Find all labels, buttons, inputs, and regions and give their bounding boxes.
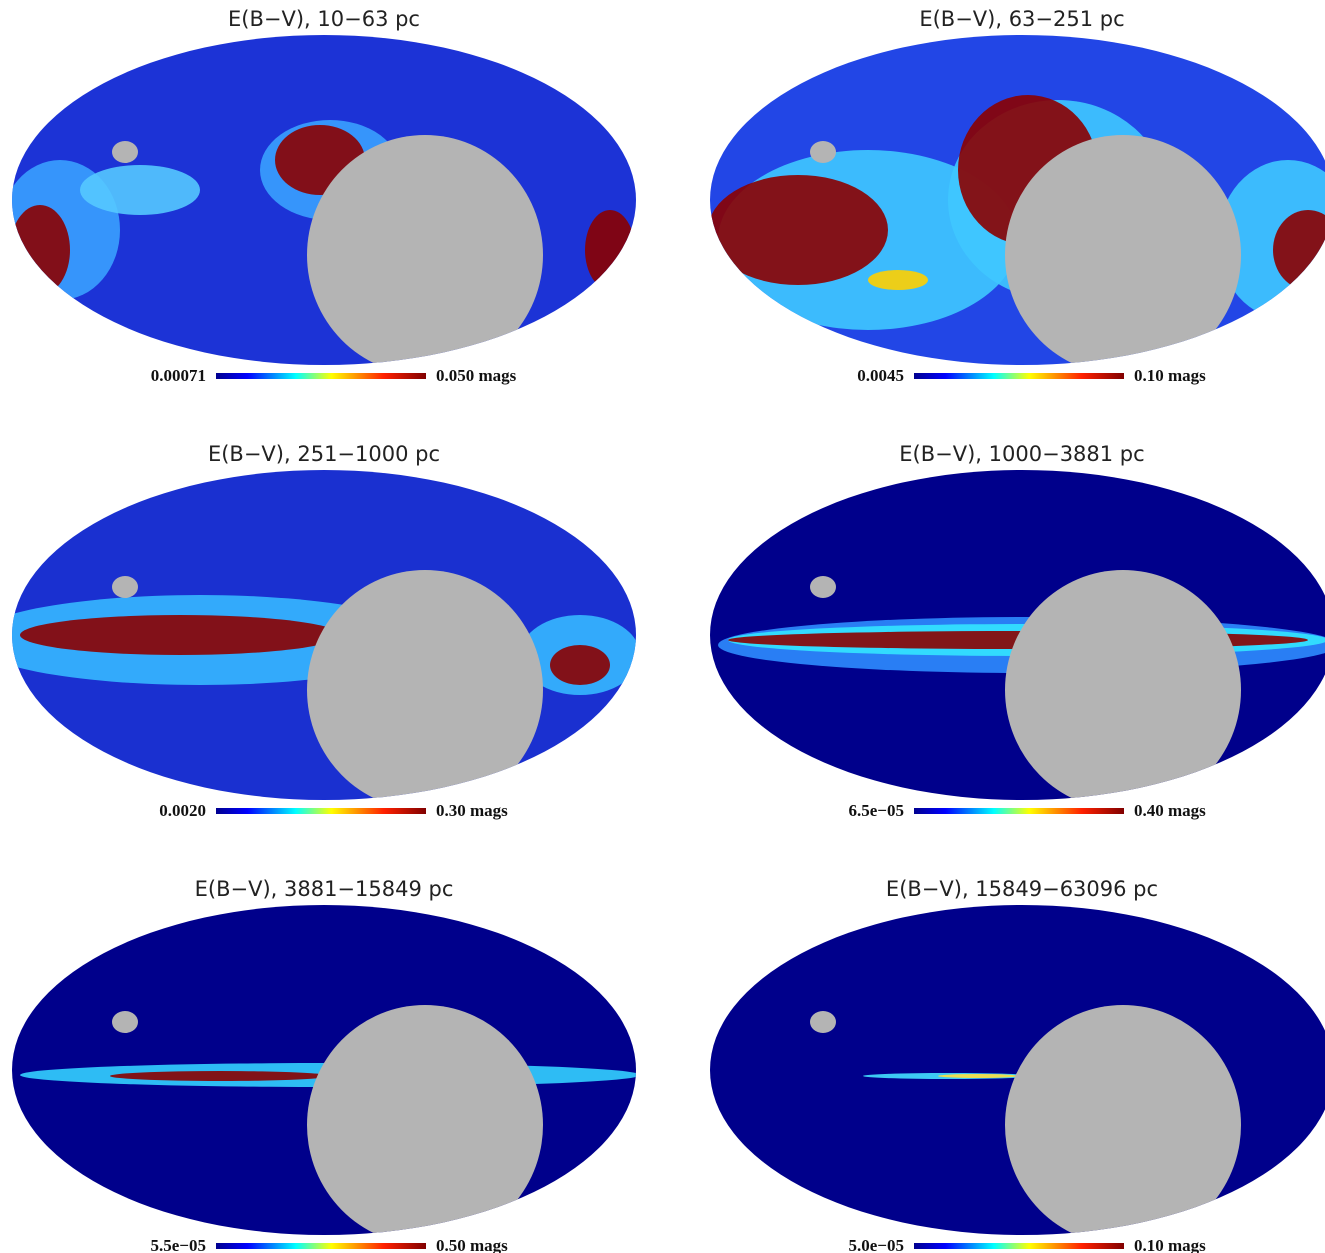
colorbar-max-label: 0.10 mags — [1134, 1236, 1206, 1253]
colorbar — [914, 1243, 1124, 1249]
masked-region — [112, 576, 138, 598]
masked-region — [1005, 1005, 1241, 1245]
map-panel: E(B−V), 63−251 pc 0.0045 0.10 mags — [698, 7, 1325, 385]
sky-background — [698, 900, 1325, 1240]
dust-region — [868, 270, 928, 290]
masked-region — [307, 1005, 543, 1245]
map-panel: E(B−V), 3881−15849 pc 5.5e−05 0.50 mags — [0, 877, 650, 1253]
masked-region — [1005, 135, 1241, 375]
colorbar — [216, 373, 426, 379]
colorbar-max-label: 0.40 mags — [1134, 801, 1206, 820]
colorbar-max-label: 0.30 mags — [436, 801, 508, 820]
colorbar — [216, 1243, 426, 1249]
colorbar-min-label: 6.5e−05 — [849, 801, 904, 820]
masked-region — [307, 135, 543, 375]
map-title: E(B−V), 15849−63096 pc — [886, 877, 1158, 901]
masked-region — [1005, 570, 1241, 810]
colorbar — [914, 808, 1124, 814]
dust-region — [938, 1074, 1018, 1078]
colorbar-min-label: 5.5e−05 — [151, 1236, 206, 1253]
map-title: E(B−V), 3881−15849 pc — [195, 877, 454, 901]
sky-map — [698, 900, 1325, 1245]
map-title: E(B−V), 1000−3881 pc — [899, 442, 1144, 466]
colorbar-max-label: 0.10 mags — [1134, 366, 1206, 385]
dust-region — [550, 645, 610, 685]
colorbar-min-label: 0.00071 — [151, 366, 206, 385]
dust-region — [585, 210, 635, 290]
masked-region — [112, 1011, 138, 1033]
dust-region — [10, 205, 70, 295]
map-title: E(B−V), 251−1000 pc — [208, 442, 440, 466]
sky-map — [0, 465, 650, 810]
sky-map — [698, 30, 1325, 375]
masked-region — [307, 570, 543, 810]
map-panel: E(B−V), 15849−63096 pc 5.0e−05 0.10 mags — [698, 877, 1325, 1253]
colorbar — [216, 808, 426, 814]
colorbar-max-label: 0.50 mags — [436, 1236, 508, 1253]
masked-region — [810, 141, 836, 163]
sky-map — [698, 465, 1325, 810]
map-panel: E(B−V), 10−63 pc 0.00071 0.050 mags — [0, 7, 650, 385]
sky-map — [0, 30, 650, 375]
dust-region — [20, 615, 340, 655]
colorbar-min-label: 0.0045 — [857, 366, 904, 385]
masked-region — [810, 576, 836, 598]
map-panel: E(B−V), 251−1000 pc 0.0020 0.30 mags — [0, 442, 650, 820]
colorbar — [914, 373, 1124, 379]
dust-region — [708, 175, 888, 285]
colorbar-max-label: 0.050 mags — [436, 366, 517, 385]
dust-region — [80, 165, 200, 215]
masked-region — [810, 1011, 836, 1033]
masked-region — [112, 141, 138, 163]
colorbar-min-label: 0.0020 — [159, 801, 206, 820]
colorbar-min-label: 5.0e−05 — [849, 1236, 904, 1253]
dust-region — [110, 1071, 330, 1081]
map-title: E(B−V), 63−251 pc — [919, 7, 1124, 31]
map-title: E(B−V), 10−63 pc — [228, 7, 420, 31]
figure: E(B−V), 10−63 pc0.000710.050 magsE(B−V),… — [0, 0, 1325, 1253]
sky-map — [0, 900, 650, 1245]
map-panel: E(B−V), 1000−3881 pc 6.5e−05 0.40 mags — [698, 442, 1325, 820]
